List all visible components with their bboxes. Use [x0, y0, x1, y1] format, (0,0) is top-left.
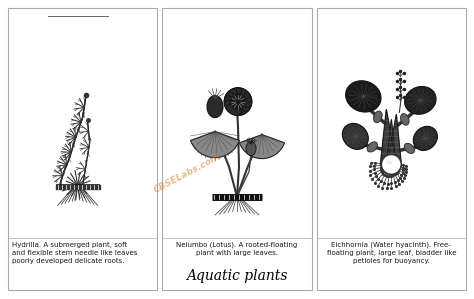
Ellipse shape	[230, 101, 241, 109]
Ellipse shape	[230, 106, 246, 116]
Ellipse shape	[224, 96, 235, 112]
Ellipse shape	[227, 104, 242, 115]
Bar	[162, 8, 312, 290]
Polygon shape	[380, 109, 396, 165]
Ellipse shape	[227, 88, 242, 99]
Ellipse shape	[231, 94, 243, 101]
Ellipse shape	[225, 100, 237, 114]
Bar	[317, 8, 466, 290]
Ellipse shape	[374, 111, 382, 123]
Wedge shape	[239, 135, 284, 158]
Ellipse shape	[224, 92, 235, 107]
Ellipse shape	[401, 114, 409, 125]
Ellipse shape	[230, 88, 246, 97]
Polygon shape	[387, 115, 401, 165]
Ellipse shape	[234, 104, 249, 115]
Ellipse shape	[225, 89, 237, 103]
Text: Aquatic plants: Aquatic plants	[186, 269, 288, 283]
Polygon shape	[386, 119, 396, 164]
Ellipse shape	[404, 143, 414, 153]
Ellipse shape	[233, 102, 245, 109]
Ellipse shape	[235, 94, 246, 102]
Ellipse shape	[413, 126, 438, 150]
Ellipse shape	[230, 97, 238, 109]
Circle shape	[231, 94, 245, 109]
Circle shape	[382, 154, 401, 174]
Ellipse shape	[246, 142, 256, 155]
Bar	[8, 8, 157, 290]
Text: Hydrilla. A submerged plant, soft
and flexible stem needle like leaves
poorly de: Hydrilla. A submerged plant, soft and fl…	[12, 242, 137, 263]
Ellipse shape	[386, 160, 392, 164]
Ellipse shape	[367, 142, 377, 152]
Ellipse shape	[405, 86, 436, 114]
Text: Nelumbo (Lotus). A rooted-floating
plant with large leaves.: Nelumbo (Lotus). A rooted-floating plant…	[176, 242, 298, 256]
Ellipse shape	[346, 81, 381, 112]
Ellipse shape	[239, 100, 251, 114]
Ellipse shape	[237, 98, 246, 109]
Ellipse shape	[207, 96, 223, 118]
Ellipse shape	[230, 94, 239, 105]
Ellipse shape	[242, 96, 252, 112]
Ellipse shape	[242, 92, 252, 107]
Wedge shape	[191, 132, 239, 158]
Text: Eichhornia (Water hyacinth). Free-
floating plant, large leaf, bladder like
peti: Eichhornia (Water hyacinth). Free- float…	[327, 242, 456, 264]
Ellipse shape	[239, 89, 251, 103]
Ellipse shape	[238, 95, 246, 106]
Text: CBSELabs.com: CBSELabs.com	[152, 152, 222, 195]
Ellipse shape	[342, 123, 368, 150]
Ellipse shape	[234, 88, 249, 99]
